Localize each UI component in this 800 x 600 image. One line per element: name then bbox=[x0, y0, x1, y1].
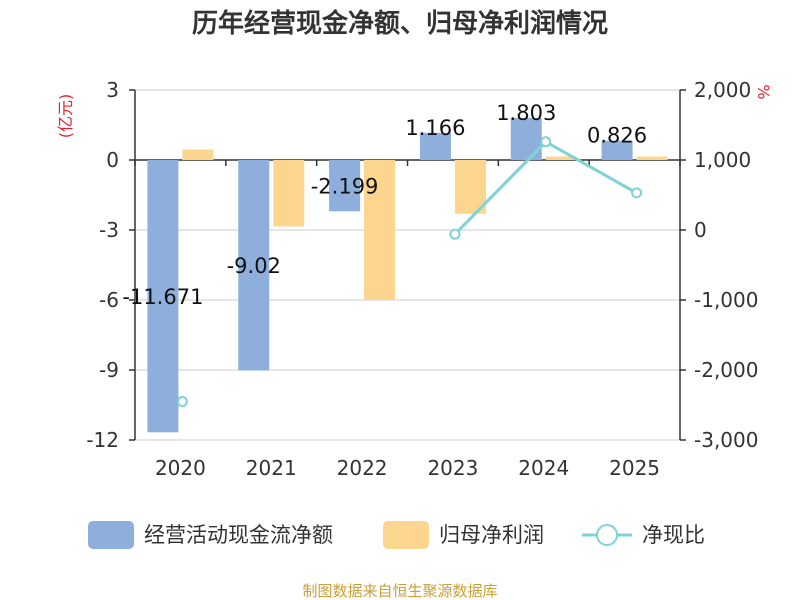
ratio-point bbox=[176, 396, 188, 407]
category-label: 2022 bbox=[337, 456, 388, 480]
left-tick-label: -6 bbox=[99, 288, 119, 312]
legend-swatch-profit bbox=[383, 521, 429, 549]
chart-title: 历年经营现金净额、归母净利润情况 bbox=[192, 8, 608, 39]
category-label: 2025 bbox=[609, 456, 660, 480]
profit-bar bbox=[182, 149, 214, 160]
left-tick-label: 3 bbox=[106, 78, 119, 102]
profit-bar bbox=[364, 160, 396, 300]
ratio-point bbox=[449, 228, 461, 240]
legend-label-cashflow: 经营活动现金流净额 bbox=[144, 523, 333, 547]
cashflow-data-label: -9.02 bbox=[227, 254, 281, 278]
category-label: 2021 bbox=[246, 456, 297, 480]
right-axis-unit: % bbox=[754, 84, 773, 99]
axes bbox=[129, 89, 686, 441]
cashflow-data-label: -2.199 bbox=[311, 175, 379, 199]
ratio-line bbox=[176, 136, 643, 407]
cashflow-bar bbox=[329, 160, 361, 212]
cashflow-bar bbox=[601, 140, 633, 160]
ratio-point bbox=[540, 136, 552, 148]
right-tick-label: -1,000 bbox=[694, 288, 758, 312]
legend-label-profit: 归母净利润 bbox=[439, 523, 544, 547]
left-tick-label: 0 bbox=[106, 148, 119, 172]
left-axis-unit: (亿元) bbox=[56, 94, 75, 139]
right-tick-label: -3,000 bbox=[694, 428, 758, 452]
tick-labels: 3 0 -3 -6 -9 -12 2,000 1,000 0 -1,000 -2,000 -3,000… bbox=[86, 78, 758, 480]
cashflow-data-label: 1.166 bbox=[405, 116, 465, 140]
left-tick-label: -3 bbox=[99, 218, 119, 242]
source-note: 制图数据来自恒生聚源数据库 bbox=[302, 582, 497, 600]
cashflow-bar bbox=[238, 160, 270, 371]
right-tick-label: 1,000 bbox=[694, 148, 751, 172]
cashflow-data-label: 0.826 bbox=[587, 124, 647, 148]
legend-swatch-cashflow bbox=[88, 521, 134, 549]
cashflow-data-label: 1.803 bbox=[496, 101, 556, 125]
cashflow-bar bbox=[147, 160, 179, 433]
gridlines bbox=[135, 89, 680, 441]
right-tick-label: 2,000 bbox=[694, 78, 751, 102]
legend-label-ratio: 净现比 bbox=[642, 523, 705, 547]
category-label: 2023 bbox=[427, 456, 478, 480]
left-tick-label: -12 bbox=[86, 428, 119, 452]
profit-bar bbox=[636, 156, 668, 160]
legend: 经营活动现金流净额 归母净利润 净现比 bbox=[88, 521, 705, 549]
legend-marker-ratio bbox=[596, 524, 618, 546]
cashflow-data-label: -11.671 bbox=[122, 285, 203, 309]
category-label: 2020 bbox=[155, 456, 206, 480]
cashflow-bar bbox=[419, 132, 451, 160]
category-label: 2024 bbox=[518, 456, 569, 480]
profit-bar bbox=[454, 160, 486, 214]
right-tick-label: -2,000 bbox=[694, 358, 758, 382]
right-tick-label: 0 bbox=[694, 218, 707, 242]
ratio-point bbox=[631, 187, 643, 199]
data-labels: -11.671 -9.02 -2.199 1.166 1.803 0.826 bbox=[122, 101, 647, 309]
profit-bar bbox=[545, 156, 577, 160]
profit-bar bbox=[273, 160, 305, 227]
left-tick-label: -9 bbox=[99, 358, 119, 382]
bars bbox=[147, 117, 668, 433]
